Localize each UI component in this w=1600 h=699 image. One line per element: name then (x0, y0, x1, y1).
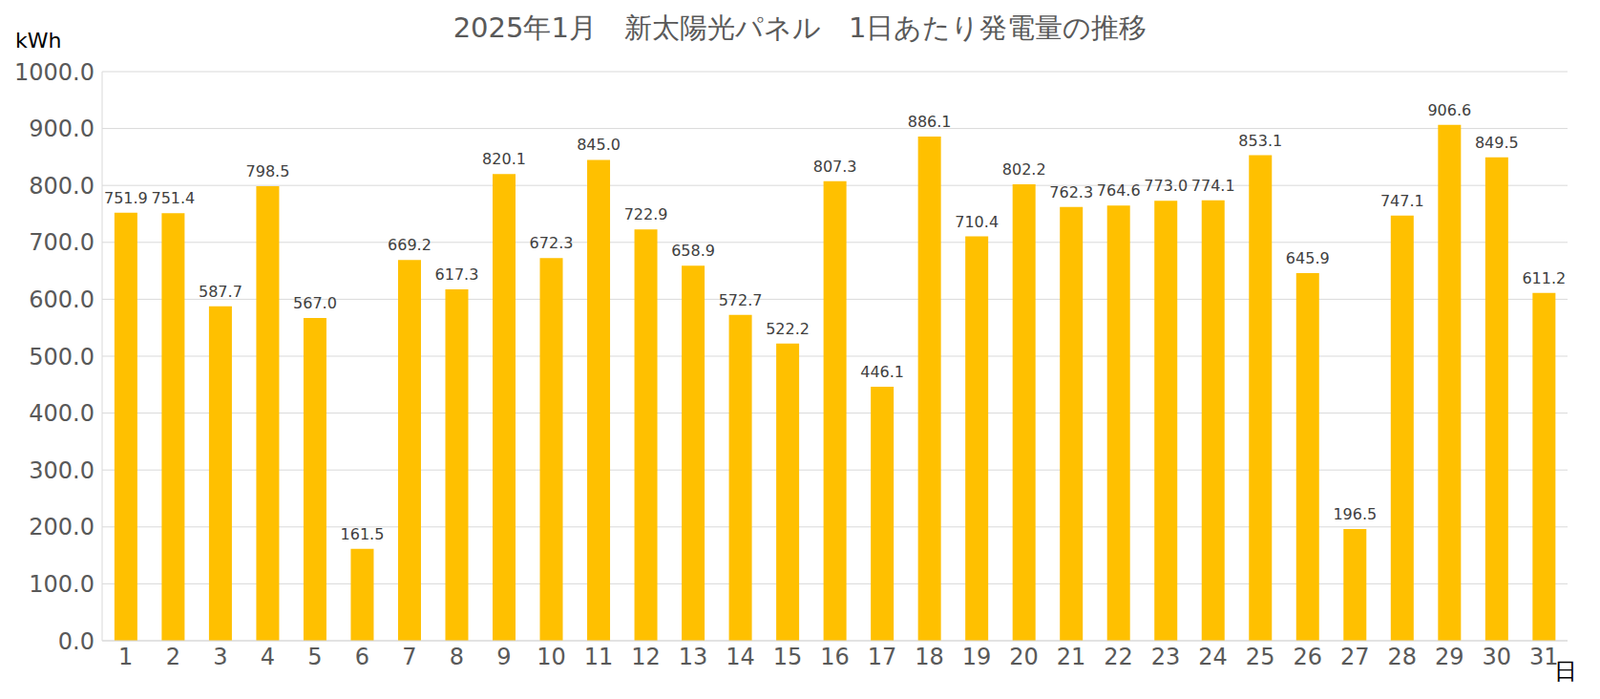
svg-text:906.6: 906.6 (1427, 101, 1472, 120)
svg-text:23: 23 (1151, 643, 1181, 671)
svg-text:15: 15 (773, 643, 803, 671)
svg-text:764.6: 764.6 (1096, 181, 1141, 200)
svg-text:11: 11 (584, 643, 614, 671)
svg-text:27: 27 (1340, 643, 1370, 671)
svg-text:2: 2 (166, 643, 181, 671)
svg-text:29: 29 (1434, 643, 1465, 671)
svg-text:747.1: 747.1 (1380, 191, 1425, 211)
svg-text:161.5: 161.5 (340, 525, 385, 544)
svg-text:31: 31 (1529, 643, 1559, 671)
svg-text:8: 8 (449, 643, 464, 671)
svg-text:722.9: 722.9 (624, 205, 669, 224)
svg-text:6: 6 (355, 643, 370, 671)
svg-text:522.2: 522.2 (765, 319, 810, 338)
svg-text:845.0: 845.0 (576, 135, 621, 154)
svg-text:567.0: 567.0 (293, 294, 337, 313)
svg-text:19: 19 (962, 643, 992, 671)
svg-text:762.3: 762.3 (1049, 183, 1094, 202)
html-text:kWh: kWh (15, 28, 62, 53)
svg-text:572.7: 572.7 (718, 291, 763, 310)
svg-text:26: 26 (1292, 643, 1323, 671)
svg-text:17: 17 (867, 643, 898, 671)
svg-text:773.0: 773.0 (1143, 176, 1188, 195)
svg-text:669.2: 669.2 (387, 235, 432, 254)
svg-text:751.4: 751.4 (150, 189, 195, 208)
svg-text:886.1: 886.1 (907, 112, 952, 131)
svg-text:4: 4 (260, 643, 275, 671)
svg-text:196.5: 196.5 (1332, 505, 1377, 524)
svg-text:1: 1 (118, 643, 133, 671)
svg-text:617.3: 617.3 (435, 265, 480, 284)
svg-text:849.5: 849.5 (1474, 133, 1519, 152)
svg-text:658.9: 658.9 (671, 241, 716, 260)
svg-text:611.2: 611.2 (1521, 269, 1566, 288)
svg-text:800.0: 800.0 (28, 172, 95, 200)
svg-text:25: 25 (1245, 643, 1276, 671)
svg-text:807.3: 807.3 (813, 157, 858, 176)
svg-text:100.0: 100.0 (28, 570, 95, 598)
svg-text:16: 16 (820, 643, 850, 671)
svg-text:日: 日 (1554, 657, 1578, 685)
svg-text:24: 24 (1198, 643, 1228, 671)
svg-text:9: 9 (496, 643, 511, 671)
svg-text:798.5: 798.5 (246, 162, 291, 181)
svg-text:853.1: 853.1 (1238, 131, 1283, 150)
svg-text:10: 10 (536, 643, 567, 671)
svg-text:0.0: 0.0 (58, 628, 95, 655)
svg-text:14: 14 (725, 643, 756, 671)
svg-text:774.1: 774.1 (1191, 176, 1236, 195)
svg-text:3: 3 (212, 643, 228, 671)
svg-text:1000.0: 1000.0 (14, 59, 95, 86)
svg-text:28: 28 (1387, 643, 1417, 671)
svg-text:500.0: 500.0 (28, 343, 95, 371)
svg-text:22: 22 (1103, 643, 1134, 671)
svg-text:400.0: 400.0 (28, 400, 95, 427)
svg-text:645.9: 645.9 (1285, 249, 1330, 268)
svg-text:446.1: 446.1 (860, 362, 905, 381)
svg-text:5: 5 (307, 643, 322, 671)
svg-text:300.0: 300.0 (28, 457, 95, 485)
svg-text:21: 21 (1056, 643, 1087, 671)
svg-text:751.9: 751.9 (104, 189, 148, 208)
html-text:2025年1月 新太陽光パネル 1日あたり発電量の推移: 2025年1月 新太陽光パネル 1日あたり発電量の推移 (453, 11, 1147, 44)
svg-text:200.0: 200.0 (28, 513, 95, 541)
svg-text:18: 18 (914, 643, 945, 671)
svg-text:710.4: 710.4 (954, 212, 999, 232)
svg-text:672.3: 672.3 (529, 233, 574, 253)
svg-text:20: 20 (1009, 643, 1039, 671)
svg-text:900.0: 900.0 (28, 115, 95, 143)
svg-text:802.2: 802.2 (1002, 160, 1047, 179)
svg-text:820.1: 820.1 (482, 149, 527, 169)
svg-text:7: 7 (401, 643, 417, 671)
svg-text:13: 13 (678, 643, 709, 671)
svg-text:700.0: 700.0 (28, 229, 95, 256)
svg-text:600.0: 600.0 (28, 286, 95, 314)
svg-text:12: 12 (631, 643, 661, 671)
svg-text:587.7: 587.7 (198, 282, 243, 301)
svg-text:30: 30 (1481, 643, 1512, 671)
